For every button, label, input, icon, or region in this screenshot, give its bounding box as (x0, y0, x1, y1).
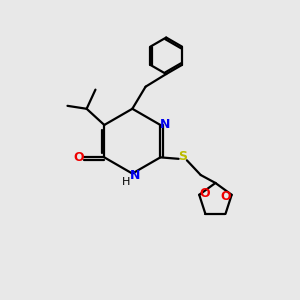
Text: N: N (160, 118, 170, 131)
Text: O: O (220, 190, 231, 203)
Text: S: S (178, 150, 188, 163)
Text: H: H (122, 177, 130, 187)
Text: O: O (74, 151, 84, 164)
Text: O: O (200, 187, 210, 200)
Text: N: N (130, 169, 140, 182)
